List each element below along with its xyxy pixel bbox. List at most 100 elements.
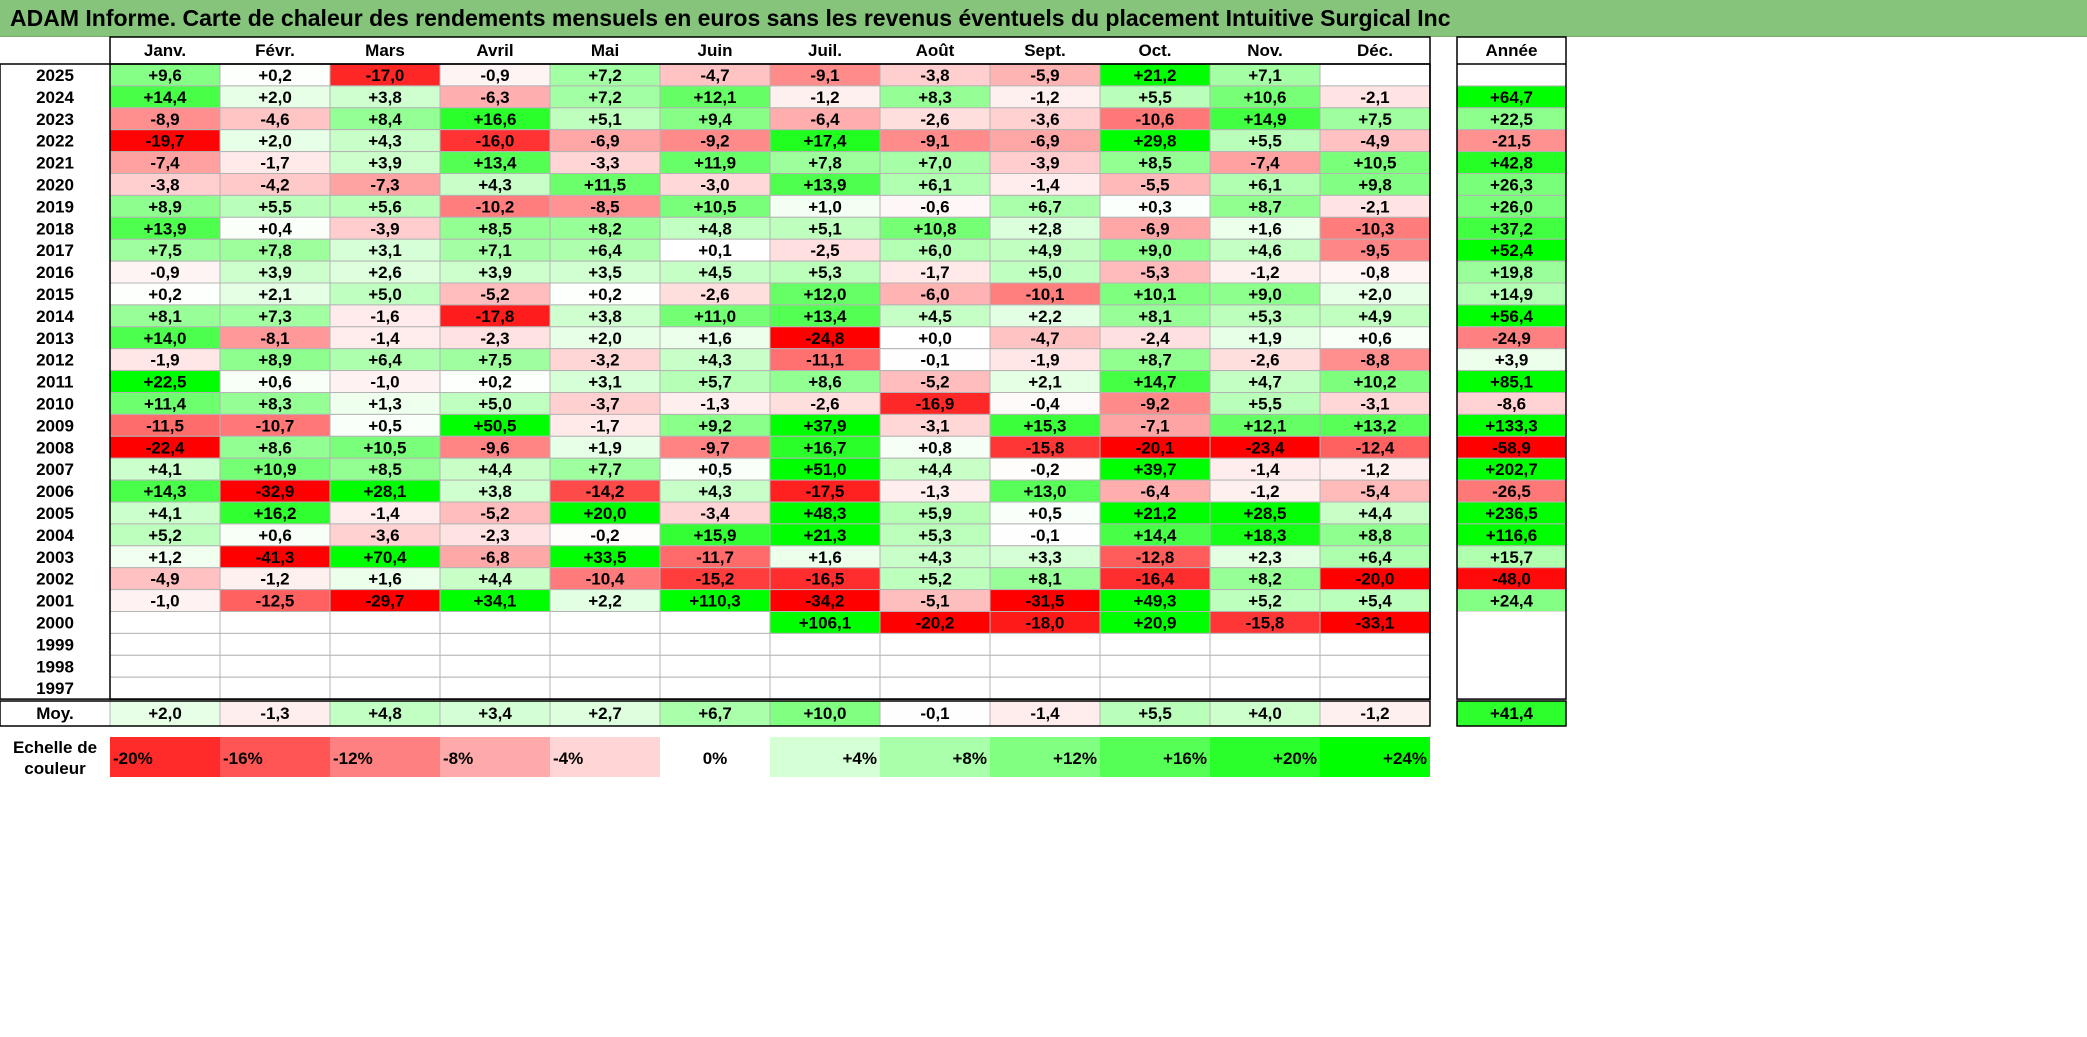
scale-label-7: +4% <box>843 749 878 768</box>
cell-value-2023-9: -3,6 <box>1030 110 1059 129</box>
cell-value-2025-9: -5,9 <box>1030 66 1059 85</box>
cell-value-2020-10: -5,5 <box>1140 175 1169 194</box>
cell-value-2018-5: +8,2 <box>588 219 622 238</box>
cell-value-2024-2: +2,0 <box>258 88 292 107</box>
cell-value-2014-7: +13,4 <box>803 307 847 326</box>
cell-value-2006-2: -32,9 <box>256 482 295 501</box>
cell-value-2013-10: -2,4 <box>1140 329 1170 348</box>
cell-value-2019-11: +8,7 <box>1248 197 1282 216</box>
cell-value-2021-9: -3,9 <box>1030 154 1059 173</box>
cell-value-2017-5: +6,4 <box>588 241 622 260</box>
cell-value-2022-10: +29,8 <box>1133 132 1176 151</box>
cell-1999-4 <box>439 632 551 656</box>
cell-1998-6 <box>659 654 771 678</box>
cell-value-2011-7: +8,6 <box>808 373 842 392</box>
cell-1998-10 <box>1099 654 1211 678</box>
annual-cell-1999 <box>1457 633 1566 656</box>
cell-value-2020-1: -3,8 <box>150 175 179 194</box>
cell-value-2007-6: +0,5 <box>698 460 732 479</box>
cell-value-2024-9: -1,2 <box>1030 88 1059 107</box>
cell-value-2017-11: +4,6 <box>1248 241 1282 260</box>
cell-value-2023-11: +14,9 <box>1243 110 1286 129</box>
scale-label-9: +12% <box>1053 749 1097 768</box>
cell-value-2007-8: +4,4 <box>918 460 952 479</box>
scale-swatch-5 <box>550 737 660 777</box>
cell-value-2000-11: -15,8 <box>1246 613 1285 632</box>
cell-value-2025-2: +0,2 <box>258 66 292 85</box>
cell-value-2024-3: +3,8 <box>368 88 402 107</box>
cell-value-2002-5: -10,4 <box>586 570 625 589</box>
cell-value-2025-4: -0,9 <box>480 66 509 85</box>
cell-value-2001-11: +5,2 <box>1248 592 1282 611</box>
cell-1999-7 <box>769 632 881 656</box>
cell-value-2013-11: +1,9 <box>1248 329 1282 348</box>
cell-value-2017-3: +3,1 <box>368 241 402 260</box>
cell-value-2002-12: -20,0 <box>1356 570 1395 589</box>
year-label-2017: 2017 <box>36 241 74 260</box>
cell-1998-3 <box>329 654 441 678</box>
cell-value-2007-3: +8,5 <box>368 460 402 479</box>
year-label-2019: 2019 <box>36 197 74 216</box>
cell-value-2019-1: +8,9 <box>148 197 182 216</box>
cell-value-2025-8: -3,8 <box>920 66 949 85</box>
cell-value-2016-2: +3,9 <box>258 263 292 282</box>
cell-value-2016-6: +4,5 <box>698 263 732 282</box>
cell-value-2006-9: +13,0 <box>1023 482 1066 501</box>
cell-value-2023-10: -10,6 <box>1136 110 1175 129</box>
cell-value-2007-7: +51,0 <box>803 460 846 479</box>
cell-value-2017-10: +9,0 <box>1138 241 1172 260</box>
year-label-2002: 2002 <box>36 570 74 589</box>
cell-value-2008-1: -22,4 <box>146 438 185 457</box>
cell-value-2015-3: +5,0 <box>368 285 402 304</box>
cell-value-2008-2: +8,6 <box>258 438 292 457</box>
cell-1997-9 <box>989 676 1101 700</box>
scale-swatch-7 <box>770 737 880 777</box>
cell-value-2005-9: +0,5 <box>1028 504 1062 523</box>
cell-value-2005-5: +20,0 <box>583 504 626 523</box>
cell-value-2024-1: +14,4 <box>143 88 187 107</box>
average-cell-4 <box>439 700 551 727</box>
cell-value-2007-11: -1,4 <box>1250 460 1280 479</box>
year-label-2018: 2018 <box>36 219 74 238</box>
cell-value-2014-5: +3,8 <box>588 307 622 326</box>
scale-label-10: +16% <box>1163 749 1207 768</box>
cell-value-2011-6: +5,7 <box>698 373 732 392</box>
cell-1997-7 <box>769 676 881 700</box>
cell-value-2011-3: -1,0 <box>370 373 399 392</box>
cell-value-2014-3: -1,6 <box>370 307 399 326</box>
annual-value-2001: +24,4 <box>1490 592 1534 611</box>
cell-value-2002-9: +8,1 <box>1028 570 1062 589</box>
cell-value-2018-12: -10,3 <box>1356 219 1395 238</box>
cell-value-2010-7: -2,6 <box>810 394 839 413</box>
cell-value-2022-9: -6,9 <box>1030 132 1059 151</box>
cell-value-2007-2: +10,9 <box>253 460 296 479</box>
cell-value-2008-6: -9,7 <box>700 438 729 457</box>
month-header-3: Mars <box>365 41 405 60</box>
cell-value-2004-12: +8,8 <box>1358 526 1392 545</box>
cell-value-2018-9: +2,8 <box>1028 219 1062 238</box>
cell-value-2016-10: -5,3 <box>1140 263 1169 282</box>
cell-value-2021-8: +7,0 <box>918 154 952 173</box>
cell-value-2005-8: +5,9 <box>918 504 952 523</box>
cell-value-2018-2: +0,4 <box>258 219 292 238</box>
year-label-2001: 2001 <box>36 592 74 611</box>
cell-value-2003-7: +1,6 <box>808 548 842 567</box>
cell-value-2014-2: +7,3 <box>258 307 292 326</box>
scale-swatch-3 <box>330 737 440 777</box>
year-label-2009: 2009 <box>36 416 74 435</box>
cell-value-2003-4: -6,8 <box>480 548 509 567</box>
cell-value-2020-5: +11,5 <box>584 175 626 194</box>
cell-value-2017-9: +4,9 <box>1028 241 1062 260</box>
cell-value-2020-8: +6,1 <box>918 175 952 194</box>
month-header-1: Janv. <box>144 41 186 60</box>
cell-value-2012-11: -2,6 <box>1250 351 1279 370</box>
cell-value-2025-7: -9,1 <box>810 66 839 85</box>
year-label-2025: 2025 <box>36 66 74 85</box>
cell-1999-3 <box>329 632 441 656</box>
cell-value-2002-4: +4,4 <box>478 570 512 589</box>
cell-value-2004-2: +0,6 <box>258 526 292 545</box>
cell-value-2016-9: +5,0 <box>1028 263 1062 282</box>
cell-value-2014-9: +2,2 <box>1028 307 1062 326</box>
scale-label-1: -20% <box>113 749 153 768</box>
cell-value-2012-3: +6,4 <box>368 351 402 370</box>
